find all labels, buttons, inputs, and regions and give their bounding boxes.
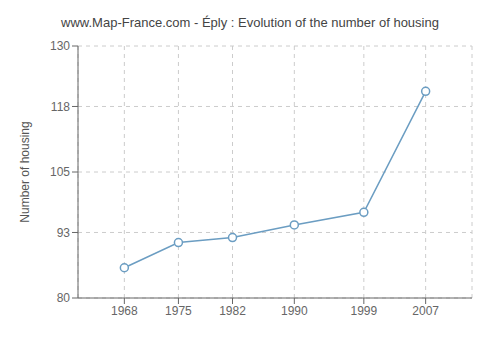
svg-text:1982: 1982: [219, 304, 246, 318]
html-text:www.Map-France.com - Éply : Ev: www.Map-France.com - Éply : Evolution of…: [61, 15, 439, 30]
svg-text:80: 80: [57, 291, 71, 305]
svg-text:118: 118: [51, 100, 70, 114]
svg-text:93: 93: [57, 226, 71, 240]
svg-text:130: 130: [50, 39, 70, 53]
svg-text:1968: 1968: [111, 304, 138, 318]
svg-text:Number of housing: Number of housing: [18, 121, 32, 222]
svg-text:1990: 1990: [281, 304, 308, 318]
svg-text:1999: 1999: [350, 304, 377, 318]
svg-text:105: 105: [50, 165, 70, 179]
svg-text:2007: 2007: [412, 304, 439, 318]
svg-text:1975: 1975: [165, 304, 192, 318]
